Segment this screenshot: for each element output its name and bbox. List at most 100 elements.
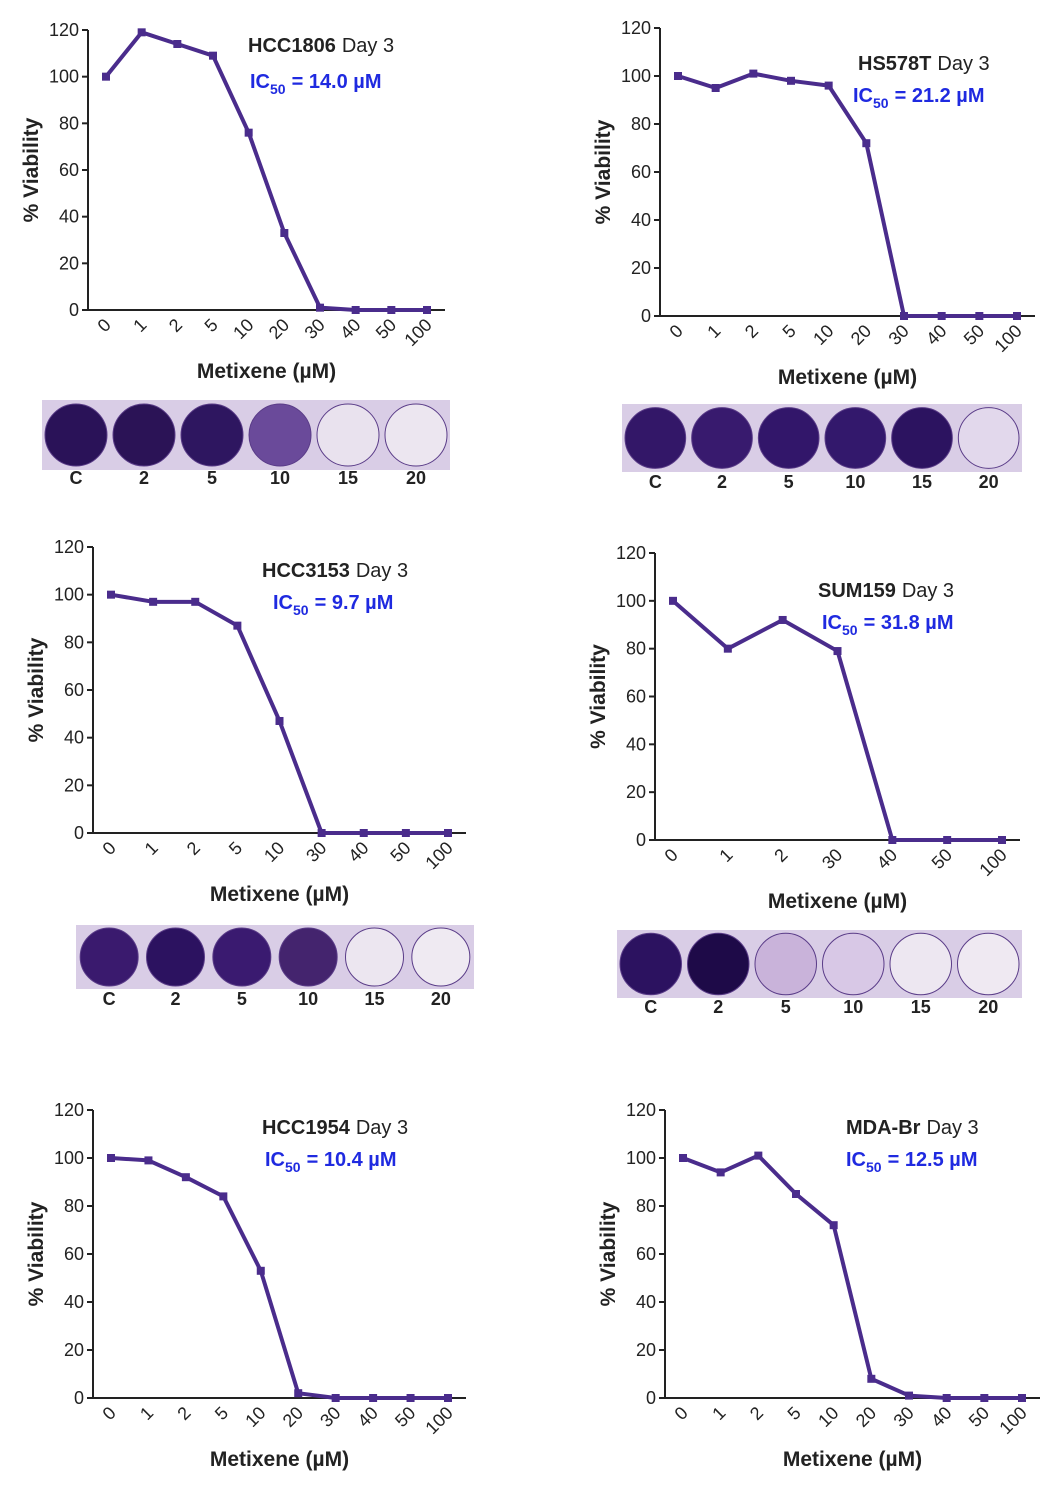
data-point (318, 829, 326, 837)
x-tick-label: 20 (847, 321, 875, 349)
well-label: 10 (845, 472, 865, 492)
data-line (111, 595, 448, 833)
well-label: 15 (364, 989, 384, 1009)
y-tick-label: 0 (69, 300, 79, 320)
data-point (233, 622, 241, 630)
chart-title: HCC3153 Day 3 (262, 560, 408, 582)
ic50-annotation: IC50= 12.5 µM (846, 1149, 977, 1175)
data-point (245, 129, 253, 137)
x-tick-label: 50 (928, 845, 956, 873)
x-tick-label: 5 (779, 321, 800, 342)
data-line (683, 1156, 1022, 1398)
y-tick-label: 0 (646, 1388, 656, 1408)
day: Day 3 (356, 560, 408, 582)
x-tick-label: 40 (354, 1403, 382, 1431)
day: Day 3 (902, 580, 954, 602)
well (412, 928, 470, 986)
data-point (900, 312, 908, 320)
data-point (669, 597, 677, 605)
data-point (107, 591, 115, 599)
data-point (209, 52, 217, 60)
data-point (712, 84, 720, 92)
y-axis-label: % Viability (20, 117, 43, 222)
data-point (144, 1156, 152, 1164)
ic-prefix: IC (822, 612, 842, 634)
data-point (754, 1152, 762, 1160)
well (755, 933, 817, 995)
data-point (724, 645, 732, 653)
x-tick-label: 50 (965, 1403, 993, 1431)
x-axis-label: Metixene (µM) (778, 366, 917, 389)
data-point (674, 72, 682, 80)
data-point (998, 836, 1006, 844)
x-tick-label: 1 (129, 315, 150, 336)
data-point (107, 1154, 115, 1162)
y-tick-label: 40 (626, 734, 646, 754)
data-point (867, 1375, 875, 1383)
well (823, 933, 885, 995)
ic-subscript: 50 (285, 1159, 301, 1175)
x-axis-label: Metixene (µM) (197, 360, 336, 383)
y-tick-label: 20 (631, 258, 651, 278)
data-point (316, 304, 324, 312)
day: Day 3 (356, 1117, 408, 1139)
data-point (360, 829, 368, 837)
well (279, 928, 337, 986)
data-point (787, 77, 795, 85)
data-point (1018, 1394, 1026, 1402)
y-tick-label: 80 (636, 1196, 656, 1216)
well (890, 933, 952, 995)
y-axis-label: % Viability (597, 1201, 620, 1306)
well (317, 404, 379, 466)
well (147, 928, 205, 986)
day: Day 3 (342, 35, 394, 57)
well-label: C (103, 989, 116, 1009)
y-axis-label: % Viability (592, 119, 615, 224)
data-point (830, 1221, 838, 1229)
x-tick-label: 1 (715, 845, 736, 866)
x-tick-label: 5 (201, 315, 222, 336)
y-tick-label: 100 (54, 1148, 84, 1168)
x-axis-label: Metixene (µM) (210, 1448, 349, 1471)
data-point (980, 1394, 988, 1402)
y-tick-label: 100 (54, 585, 84, 605)
chart-title: SUM159Day 3 (818, 580, 954, 602)
y-tick-label: 120 (616, 543, 646, 563)
y-tick-label: 80 (631, 114, 651, 134)
well-label: 5 (781, 997, 791, 1017)
figure: 02040608010012001251020304050100% Viabil… (0, 0, 1053, 1500)
ic-subscript: 50 (866, 1159, 882, 1175)
x-tick-label: 2 (746, 1403, 767, 1424)
data-point (792, 1190, 800, 1198)
x-axis-label: Metixene (µM) (210, 883, 349, 906)
x-tick-label: 100 (975, 845, 1010, 880)
data-point (825, 82, 833, 90)
y-tick-label: 20 (64, 1340, 84, 1360)
data-line (111, 1158, 448, 1398)
data-point (975, 312, 983, 320)
cell-line: HCC3153 (262, 560, 350, 582)
data-line (678, 74, 1017, 316)
x-tick-label: 0 (99, 838, 120, 859)
ic50-annotation: IC50= 21.2 µM (853, 85, 984, 111)
x-tick-label: 5 (225, 838, 246, 859)
y-tick-label: 120 (621, 18, 651, 38)
data-point (834, 647, 842, 655)
x-tick-label: 0 (666, 321, 687, 342)
day: Day 3 (926, 1117, 978, 1139)
well-label: 2 (170, 989, 180, 1009)
x-tick-label: 10 (241, 1403, 269, 1431)
well (625, 408, 686, 469)
well (249, 404, 311, 466)
well-label: 5 (784, 472, 794, 492)
x-tick-label: 2 (165, 315, 186, 336)
x-tick-label: 40 (927, 1403, 955, 1431)
x-tick-label: 40 (873, 845, 901, 873)
y-tick-label: 40 (636, 1292, 656, 1312)
well (958, 408, 1019, 469)
ic50-annotation: IC50= 14.0 µM (250, 71, 381, 97)
data-point (294, 1389, 302, 1397)
y-tick-label: 80 (64, 632, 84, 652)
ic-prefix: IC (265, 1149, 285, 1171)
